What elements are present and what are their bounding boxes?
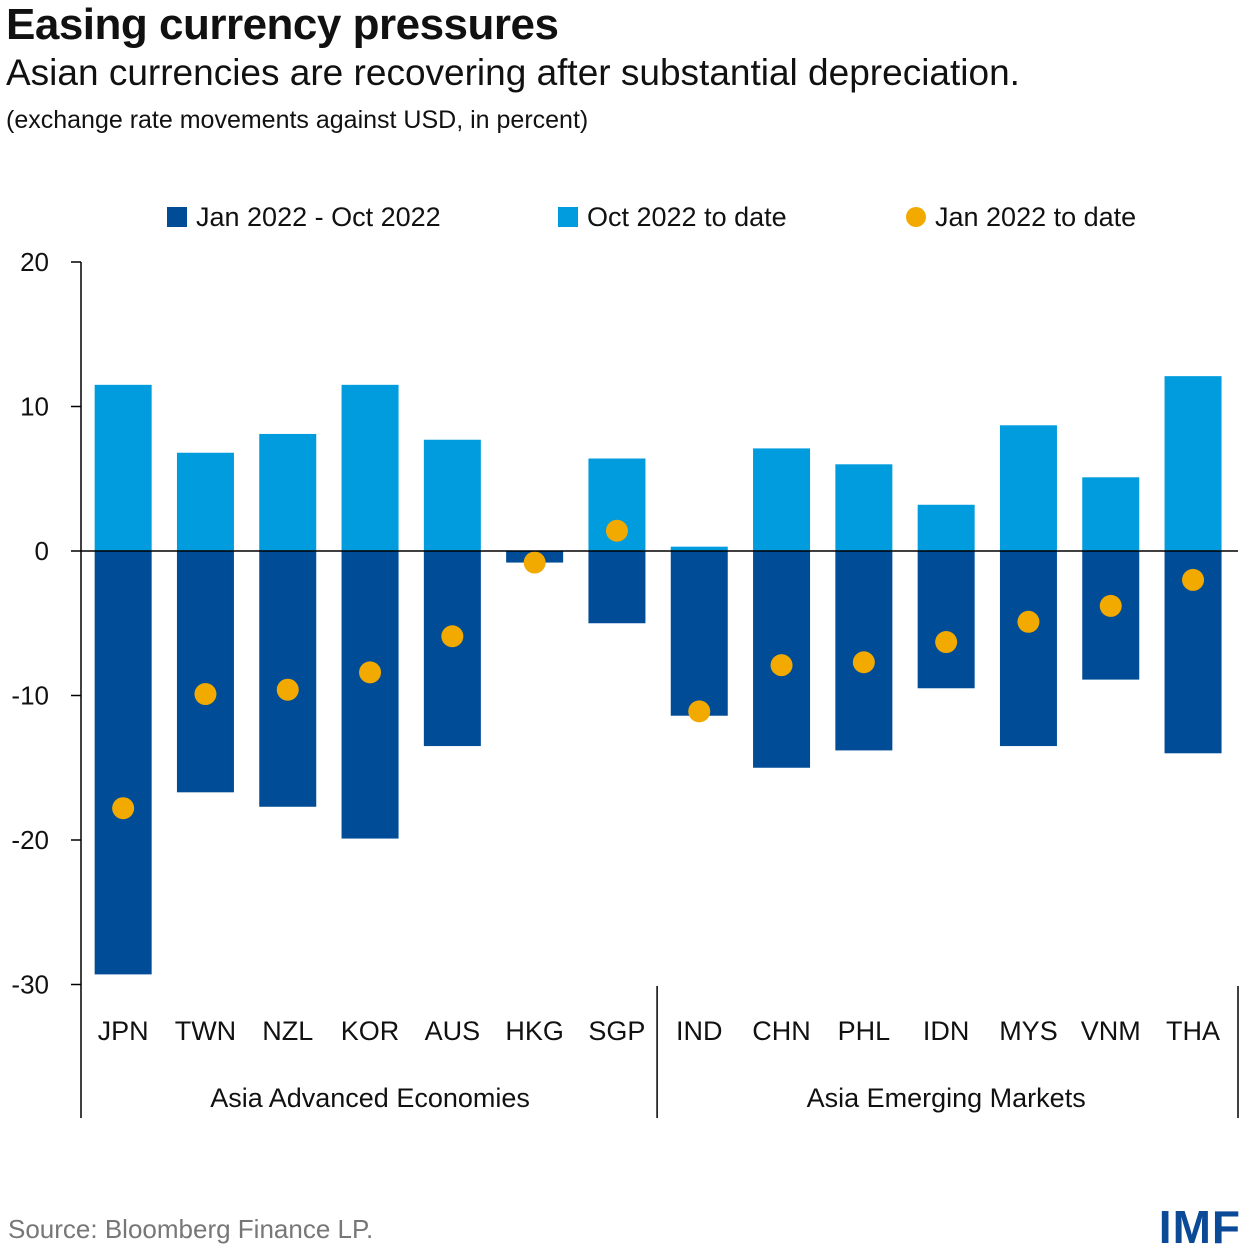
dot-jan-to-date-idn <box>935 631 958 654</box>
x-tick-label-hkg: HKG <box>505 1016 564 1046</box>
dot-jan-to-date-sgp <box>605 519 628 542</box>
bar-jan-oct-twn <box>176 551 234 793</box>
x-tick-label-ind: IND <box>676 1016 723 1046</box>
bar-oct-to-date-phl <box>835 464 893 551</box>
bar-oct-to-date-kor <box>341 384 399 551</box>
dot-jan-to-date-kor <box>359 661 382 684</box>
dot-jan-to-date-twn <box>194 683 217 706</box>
imf-logo: IMF <box>1158 1201 1241 1253</box>
dot-jan-to-date-phl <box>852 651 875 674</box>
x-tick-label-jpn: JPN <box>98 1016 149 1046</box>
x-tick-label-chn: CHN <box>752 1016 811 1046</box>
bar-jan-oct-sgp <box>588 551 646 624</box>
dot-jan-to-date-jpn <box>112 797 135 820</box>
bar-oct-to-date-tha <box>1164 376 1222 551</box>
legend: Jan 2022 - Oct 2022 Oct 2022 to date Jan 2… <box>167 202 1136 232</box>
legend-swatch <box>167 207 187 227</box>
x-tick-label-kor: KOR <box>341 1016 400 1046</box>
legend-label: Jan 2022 to date <box>935 202 1136 232</box>
x-tick-label-vnm: VNM <box>1081 1016 1141 1046</box>
legend-label: Jan 2022 - Oct 2022 <box>196 202 441 232</box>
x-tick-label-mys: MYS <box>999 1016 1058 1046</box>
dots-layer <box>112 519 1205 820</box>
bar-oct-to-date-vnm <box>1082 477 1140 551</box>
bar-oct-to-date-ind <box>670 546 728 551</box>
bar-oct-to-date-twn <box>176 452 234 551</box>
legend-label: Oct 2022 to date <box>587 202 787 232</box>
x-tick-label-tha: THA <box>1166 1016 1220 1046</box>
group-label: Asia Emerging Markets <box>807 1083 1086 1113</box>
x-tick-label-sgp: SGP <box>588 1016 645 1046</box>
y-tick-label: 10 <box>20 392 49 422</box>
x-tick-label-aus: AUS <box>425 1016 481 1046</box>
bar-jan-oct-mys <box>999 551 1057 747</box>
bar-jan-oct-jpn <box>94 551 152 975</box>
dot-jan-to-date-ind <box>688 700 711 723</box>
source-note: Source: Bloomberg Finance LP. <box>8 1214 374 1244</box>
currency-chart: Jan 2022 - Oct 2022 Oct 2022 to date Jan 2… <box>11 202 1239 1118</box>
dot-jan-to-date-vnm <box>1099 594 1122 617</box>
legend-swatch <box>558 207 578 227</box>
y-tick-label: 20 <box>20 247 49 277</box>
y-tick-label: -30 <box>11 970 49 1000</box>
legend-dot <box>906 207 926 227</box>
x-tick-label-twn: TWN <box>175 1016 236 1046</box>
bar-oct-to-date-jpn <box>94 384 152 551</box>
dot-jan-to-date-mys <box>1017 610 1040 633</box>
bar-jan-oct-idn <box>917 551 975 689</box>
chart-title: Easing currency pressures <box>6 0 559 49</box>
labels-layer: 20 10 0 -10 -20 -30 JPN TWN NZL KOR AUS HKG SGP IND CH… <box>11 247 1220 1113</box>
bars-layer <box>94 376 1222 975</box>
y-tick-label: -20 <box>11 825 49 855</box>
y-tick-label: -10 <box>11 681 49 711</box>
bar-jan-oct-aus <box>423 551 481 747</box>
bar-jan-oct-phl <box>835 551 893 751</box>
axes-layer <box>71 261 1239 1118</box>
bar-oct-to-date-idn <box>917 504 975 551</box>
group-label: Asia Advanced Economies <box>210 1083 530 1113</box>
y-tick-label: 0 <box>35 536 49 566</box>
dot-jan-to-date-tha <box>1182 568 1205 591</box>
bar-oct-to-date-mys <box>999 425 1057 551</box>
chart-subtitle: Asian currencies are recovering after su… <box>6 52 1020 93</box>
bar-jan-oct-ind <box>670 551 728 716</box>
bar-jan-oct-kor <box>341 551 399 839</box>
dot-jan-to-date-aus <box>441 625 464 648</box>
dot-jan-to-date-nzl <box>276 678 299 701</box>
bar-oct-to-date-nzl <box>259 433 317 551</box>
x-tick-label-nzl: NZL <box>262 1016 313 1046</box>
dot-jan-to-date-chn <box>770 654 793 677</box>
bar-oct-to-date-chn <box>753 448 811 551</box>
x-tick-label-idn: IDN <box>923 1016 970 1046</box>
x-tick-label-phl: PHL <box>838 1016 891 1046</box>
dot-jan-to-date-hkg <box>523 551 546 574</box>
chart-units-note: (exchange rate movements against USD, in… <box>6 106 589 134</box>
bar-oct-to-date-aus <box>423 439 481 551</box>
